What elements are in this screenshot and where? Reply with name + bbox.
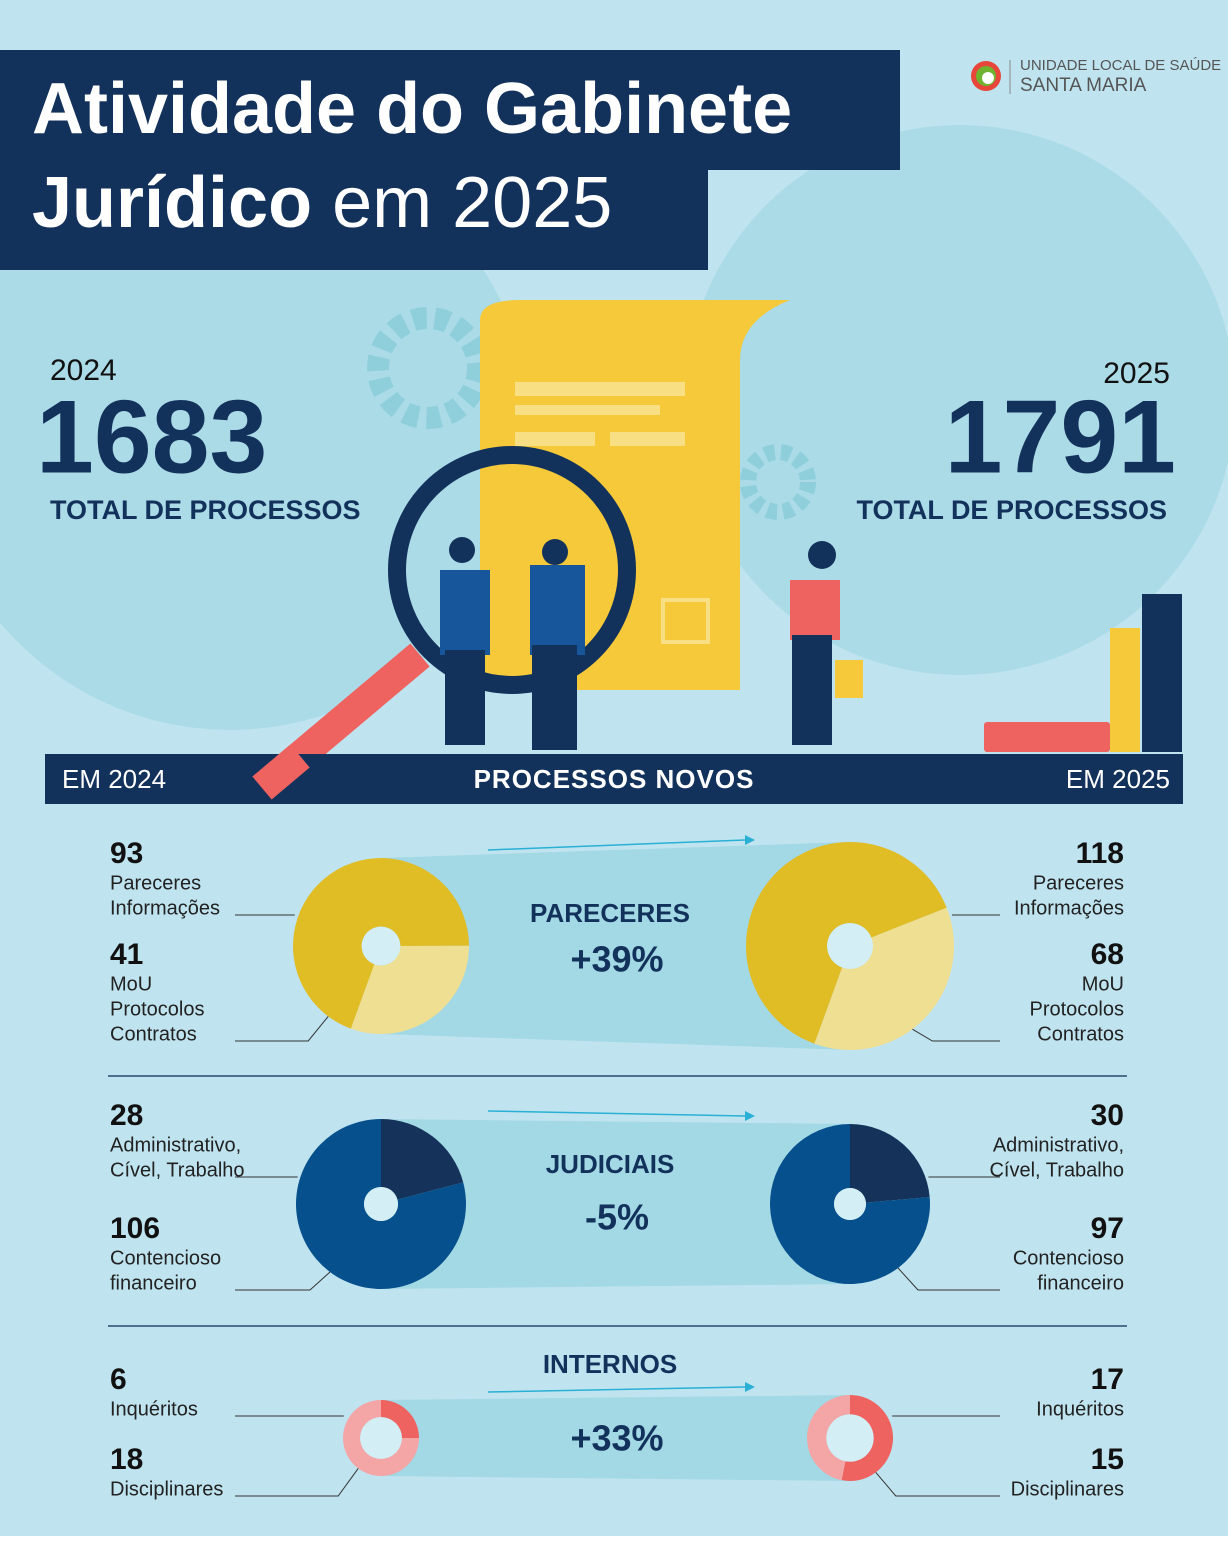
item-label: Inquéritos [1036,1398,1124,1420]
leader-line [912,1028,1000,1042]
item-label: Disciplinares [1011,1478,1124,1500]
section-change: -5% [585,1197,649,1238]
item-label: Disciplinares [110,1478,223,1500]
item-label: Inquéritos [110,1398,198,1420]
item-label: Administrativo, [110,1134,241,1156]
item-value: 17 [1091,1363,1124,1396]
leader-line [875,1472,1000,1497]
pie-hole [361,926,401,966]
item-value: 30 [1091,1099,1124,1132]
pie-slice [296,1119,467,1289]
item-label: Informações [110,897,220,919]
arrow-head [745,1111,755,1121]
title-box [0,165,708,270]
pie-slice [769,1124,930,1284]
item-label: Administrativo, [993,1134,1124,1156]
item-value: 15 [1091,1443,1124,1476]
logo-text: SANTA MARIA [1020,75,1147,96]
section-title: JUDICIAIS [546,1149,675,1179]
item-label: financeiro [110,1272,197,1294]
item-label: Cível, Trabalho [989,1159,1124,1181]
pie-hole [827,923,873,969]
leader-line [235,1468,359,1497]
leader-line [235,1016,329,1042]
item-label: Pareceres [110,872,201,894]
magnifier-handle [252,744,310,800]
pie-hole [826,1414,874,1462]
arrow [487,839,746,851]
connector-band [381,1395,850,1481]
pie-hole [834,1188,866,1220]
banner-left: EM 2024 [62,764,166,794]
item-value: 93 [110,837,143,870]
item-label: MoU [1082,973,1124,995]
item-label: MoU [110,973,152,995]
item-value: 18 [110,1443,143,1476]
item-value: 6 [110,1363,127,1396]
item-label: Contratos [1037,1023,1124,1045]
item-label: financeiro [1037,1272,1124,1294]
pie-hole [360,1417,402,1459]
item-label: Protocolos [1030,998,1125,1020]
item-label: Contencioso [1013,1247,1124,1269]
title: Jurídico em 2025 [32,163,612,243]
pie-slice [841,1395,894,1481]
section-change: +39% [570,939,663,980]
item-label: Informações [1014,897,1124,919]
pie-slice [381,1118,464,1200]
arrow [487,1386,746,1393]
arrow-head [745,835,755,845]
total-label: TOTAL DE PROCESSOS [856,495,1167,525]
pie-slice [343,1400,419,1476]
item-label: Protocolos [110,998,205,1020]
item-value: 68 [1091,938,1124,971]
connector-band [381,842,850,1050]
title: Atividade do Gabinete [32,69,792,149]
section-change: +33% [570,1418,663,1459]
year-label: 2025 [1103,357,1170,390]
section-title: INTERNOS [543,1349,677,1379]
total-label: TOTAL DE PROCESSOS [50,495,361,525]
total-value: 1683 [36,379,267,495]
section-title: PARECERES [530,898,690,928]
pie-slice [746,842,947,1044]
total-value: 1791 [945,379,1176,495]
bg-circle [685,125,1228,675]
title-box [0,50,900,170]
banner-right: EM 2025 [1066,764,1170,794]
pie-slice [293,857,469,1029]
item-value: 106 [110,1212,160,1245]
item-label: Contratos [110,1023,197,1045]
year-label: 2024 [50,354,117,387]
arrow [487,1110,746,1117]
item-value: 118 [1076,837,1124,870]
pie-hole [364,1187,398,1221]
item-value: 28 [110,1099,143,1132]
pie-slice [850,1124,930,1203]
pie-slice [381,1400,419,1438]
pie-slice [350,945,470,1034]
arrow-head [745,1382,755,1392]
pie-slice [814,907,955,1051]
title-bold: Jurídico [32,163,312,243]
leader-line [897,1267,1000,1291]
logo-text: UNIDADE LOCAL DE SAÚDE [1020,57,1221,74]
leader-line [235,1271,331,1291]
item-value: 41 [110,938,143,971]
item-label: Cível, Trabalho [110,1159,245,1181]
banner-center: PROCESSOS NOVOS [474,764,755,794]
item-label: Pareceres [1033,872,1124,894]
connector-band [381,1119,850,1289]
pie-slice [807,1395,850,1481]
logo-mark [982,72,994,84]
title-rest: em 2025 [332,163,612,243]
item-value: 97 [1091,1212,1124,1245]
item-label: Contencioso [110,1247,221,1269]
banner [45,754,1183,804]
